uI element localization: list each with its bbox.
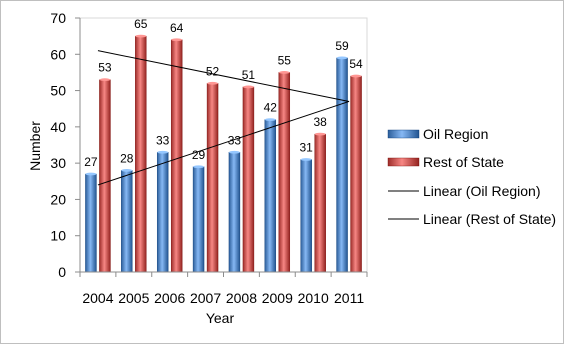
data-label: 29 — [192, 148, 206, 162]
bar-top-highlight — [85, 172, 97, 176]
data-label: 52 — [206, 64, 220, 78]
bar-top-highlight — [228, 150, 240, 154]
x-tick-label: 2004 — [82, 290, 113, 306]
bar-top-highlight — [171, 38, 183, 42]
y-axis-title: Number — [27, 121, 43, 171]
bar-top-highlight — [121, 169, 133, 172]
x-axis-title: Year — [206, 310, 235, 326]
data-label: 53 — [98, 61, 112, 75]
data-label: 64 — [170, 21, 184, 35]
bar-rest-of-state-2009 — [278, 72, 291, 273]
legend-label: Oil Region — [423, 126, 488, 142]
bar-rest-of-state-2006 — [170, 39, 183, 273]
bar-oil-region-2008 — [228, 152, 241, 273]
data-label: 31 — [300, 141, 314, 155]
bar-top-highlight — [193, 165, 205, 169]
bar-rest-of-state-2008 — [242, 86, 255, 273]
bar-oil-region-2009 — [264, 119, 277, 273]
trendline-rest-of-state — [97, 50, 350, 102]
legend-label: Rest of State — [423, 154, 504, 170]
y-tick-label: 40 — [50, 119, 66, 135]
bar-top-highlight — [135, 34, 147, 38]
y-tick-label: 20 — [50, 191, 66, 207]
bar-rest-of-state-2010 — [314, 133, 326, 273]
data-label: 33 — [228, 133, 242, 147]
bar-top-highlight — [207, 81, 219, 85]
x-tick-label: 2006 — [154, 290, 185, 306]
data-label: 28 — [120, 151, 134, 165]
x-axis-ticks: 2004 2005 2006 2007 2008 2009 2010 2011 — [79, 272, 368, 306]
bar-oil-region-2011 — [336, 57, 348, 273]
data-label: 51 — [242, 68, 256, 82]
data-label: 55 — [278, 53, 292, 67]
bar-rest-of-state-2011 — [350, 75, 362, 273]
bar-top-highlight — [300, 158, 312, 161]
x-tick-label: 2010 — [298, 290, 329, 306]
x-tick-label: 2008 — [226, 290, 257, 306]
x-tick-label: 2007 — [190, 290, 221, 306]
bar-top-highlight — [350, 74, 362, 78]
bar-top-highlight — [314, 132, 326, 136]
x-tick-label: 2011 — [334, 290, 364, 306]
bar-top-highlight — [278, 71, 290, 74]
bar-rest-of-state-2007 — [206, 83, 219, 273]
data-label: 42 — [264, 101, 278, 115]
x-tick-label: 2009 — [262, 290, 293, 306]
bar-top-highlight — [336, 56, 348, 60]
trendlines — [97, 50, 350, 186]
y-tick-label: 60 — [50, 46, 66, 62]
legend-label: Linear (Rest of State) — [423, 211, 556, 227]
y-tick-label: 10 — [50, 228, 66, 244]
bar-oil-region-2004 — [85, 173, 97, 273]
legend: Oil Region Rest of State Linear (Oil Regio… — [387, 126, 556, 227]
bar-top-highlight — [242, 85, 254, 89]
y-tick-label: 0 — [58, 264, 66, 280]
bar-top-highlight — [157, 150, 169, 154]
data-label: 65 — [134, 17, 148, 31]
data-label: 54 — [349, 57, 363, 71]
data-label: 38 — [314, 115, 328, 129]
bar-top-highlight — [99, 78, 111, 82]
legend-swatch-oil-region — [387, 129, 420, 139]
bar-rest-of-state-2004 — [99, 79, 111, 273]
legend-swatch-rest-of-state — [387, 157, 420, 167]
bar-rest-of-state-2005 — [135, 35, 147, 273]
bar-oil-region-2007 — [192, 166, 205, 273]
data-label: 59 — [335, 39, 349, 53]
y-axis-ticks: 0 10 20 30 40 50 60 70 — [50, 10, 80, 280]
x-tick-label: 2005 — [118, 290, 149, 306]
y-tick-label: 70 — [50, 10, 66, 26]
trendline-oil-region — [97, 100, 350, 186]
bar-oil-region-2005 — [121, 170, 133, 273]
data-labels: 27 28 33 29 33 42 31 59 53 65 64 52 51 55 38 54 — [84, 17, 363, 169]
bar-oil-region-2006 — [156, 152, 169, 273]
y-tick-label: 50 — [50, 83, 66, 99]
bar-top-highlight — [264, 118, 276, 121]
legend-label: Linear (Oil Region) — [423, 183, 541, 199]
y-tick-label: 30 — [50, 155, 66, 171]
data-label: 27 — [84, 155, 98, 169]
bars — [85, 34, 362, 273]
bar-oil-region-2010 — [300, 159, 312, 273]
data-label: 33 — [156, 133, 170, 147]
